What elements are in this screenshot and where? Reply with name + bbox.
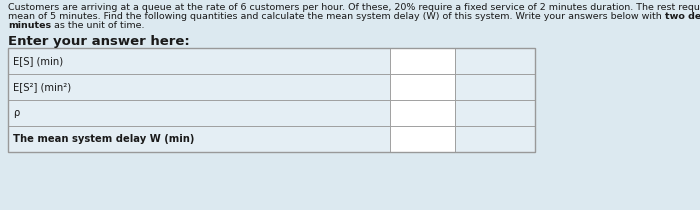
Bar bbox=[455, 48, 535, 74]
Text: Enter your answer here:: Enter your answer here: bbox=[8, 35, 190, 48]
Bar bbox=[8, 74, 390, 100]
Bar bbox=[390, 74, 455, 100]
Text: mean of 5 minutes. Find the following quantities and calculate the mean system d: mean of 5 minutes. Find the following qu… bbox=[8, 12, 665, 21]
Bar bbox=[8, 126, 390, 152]
Bar bbox=[390, 126, 455, 152]
Bar bbox=[8, 48, 390, 74]
Text: minutes: minutes bbox=[8, 21, 51, 30]
Bar bbox=[8, 100, 390, 126]
Bar bbox=[455, 74, 535, 100]
Text: ρ: ρ bbox=[13, 108, 20, 118]
Text: two decimal places: two decimal places bbox=[665, 12, 700, 21]
Text: E[S²] (min²): E[S²] (min²) bbox=[13, 82, 71, 92]
Text: Customers are arriving at a queue at the rate of 6 customers per hour. Of these,: Customers are arriving at a queue at the… bbox=[8, 3, 700, 12]
Bar bbox=[455, 126, 535, 152]
Bar bbox=[8, 48, 535, 152]
Bar bbox=[390, 100, 455, 126]
Text: E[S] (min): E[S] (min) bbox=[13, 56, 63, 66]
Text: The mean system delay W (min): The mean system delay W (min) bbox=[13, 134, 195, 144]
Bar bbox=[455, 100, 535, 126]
Bar bbox=[390, 48, 455, 74]
Text: as the unit of time.: as the unit of time. bbox=[51, 21, 145, 30]
